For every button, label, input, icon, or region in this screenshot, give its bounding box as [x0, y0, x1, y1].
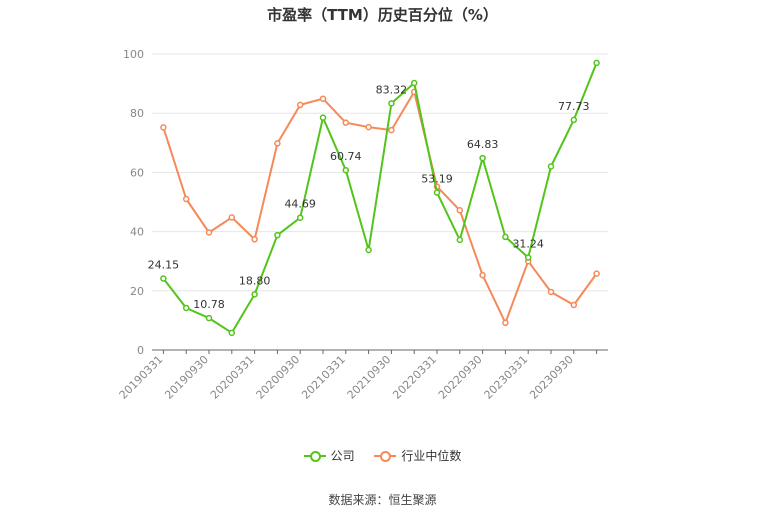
- x-tick-label: 20190930: [162, 353, 211, 402]
- data-label: 31.24: [512, 238, 544, 251]
- data-label: 53.19: [421, 173, 453, 186]
- data-label: 64.83: [467, 138, 499, 151]
- y-tick-label: 60: [130, 166, 144, 179]
- data-point: [205, 229, 213, 236]
- data-point: [570, 301, 578, 309]
- data-point: [274, 231, 281, 239]
- y-tick-label: 0: [137, 344, 144, 357]
- data-point: [251, 291, 258, 298]
- data-point: [502, 233, 509, 241]
- data-point: [160, 124, 167, 131]
- series-lines: [160, 59, 600, 337]
- data-point: [274, 140, 281, 147]
- y-tick-label: 40: [130, 226, 144, 239]
- data-point: [456, 207, 464, 214]
- data-point: [319, 114, 327, 121]
- data-point: [365, 123, 372, 131]
- data-point: [228, 214, 236, 221]
- x-tick-label: 20210930: [345, 353, 394, 402]
- data-point: [251, 236, 258, 243]
- data-point: [593, 59, 600, 67]
- legend-item-company[interactable]: 公司: [303, 447, 355, 464]
- x-tick-label: 20220930: [436, 353, 485, 402]
- legend-industry-median-label: 行业中位数: [401, 449, 462, 463]
- y-tick-label: 80: [130, 107, 144, 120]
- data-point: [342, 166, 350, 174]
- data-label: 77.73: [558, 100, 590, 113]
- x-tick-label: 20210331: [299, 353, 348, 402]
- data-point: [388, 100, 395, 107]
- data-point: [365, 246, 372, 254]
- data-point: [524, 254, 532, 261]
- data-point: [479, 271, 486, 279]
- x-tick-label: 20220331: [390, 353, 439, 402]
- legend-item-industry-median[interactable]: 行业中位数: [374, 447, 461, 464]
- data-point: [182, 304, 190, 312]
- data-point: [479, 154, 486, 162]
- legend: 公司 行业中位数: [0, 447, 765, 465]
- data-label: 60.74: [330, 150, 362, 163]
- data-point: [342, 119, 350, 126]
- data-point: [547, 163, 555, 170]
- data-point: [547, 288, 555, 296]
- chart-title: 市盈率（TTM）历史百分位（%）: [267, 6, 498, 24]
- data-labels: 24.15 10.78 18.80 44.69 60.74 83.32 53.19 64.83…: [148, 83, 590, 311]
- data-label: 24.15: [148, 259, 180, 272]
- data-point: [502, 319, 509, 327]
- data-point: [296, 214, 304, 221]
- data-point: [433, 189, 441, 196]
- data-point: [570, 116, 578, 124]
- x-tick-label: 20230930: [527, 353, 576, 402]
- data-point: [319, 95, 327, 102]
- data-point: [593, 270, 600, 277]
- y-tick-label: 20: [130, 285, 144, 298]
- x-tick-label: 20190331: [117, 353, 166, 402]
- x-tick-label: 20200930: [254, 353, 303, 402]
- x-tick-label: 20200331: [208, 353, 257, 402]
- series-line-0: [162, 62, 598, 334]
- series-line-1: [162, 90, 598, 324]
- x-tick-label: 20230331: [482, 353, 531, 402]
- data-point: [388, 126, 395, 134]
- legend-industry-median-marker-icon: [374, 450, 397, 462]
- y-tick-label: 100: [123, 48, 144, 61]
- data-label: 83.32: [376, 83, 408, 96]
- data-point: [296, 101, 304, 109]
- data-point: [410, 79, 418, 87]
- data-label: 10.78: [193, 298, 225, 311]
- data-label: 44.69: [284, 198, 316, 211]
- data-point: [182, 195, 190, 203]
- data-point: [205, 314, 213, 322]
- data-source-note: 数据来源：恒生聚源: [328, 493, 437, 507]
- data-point: [228, 329, 236, 337]
- legend-company-marker-icon: [303, 450, 326, 462]
- data-point: [160, 275, 167, 282]
- data-point: [456, 236, 464, 244]
- legend-company-label: 公司: [330, 449, 355, 463]
- data-label: 18.80: [239, 274, 271, 287]
